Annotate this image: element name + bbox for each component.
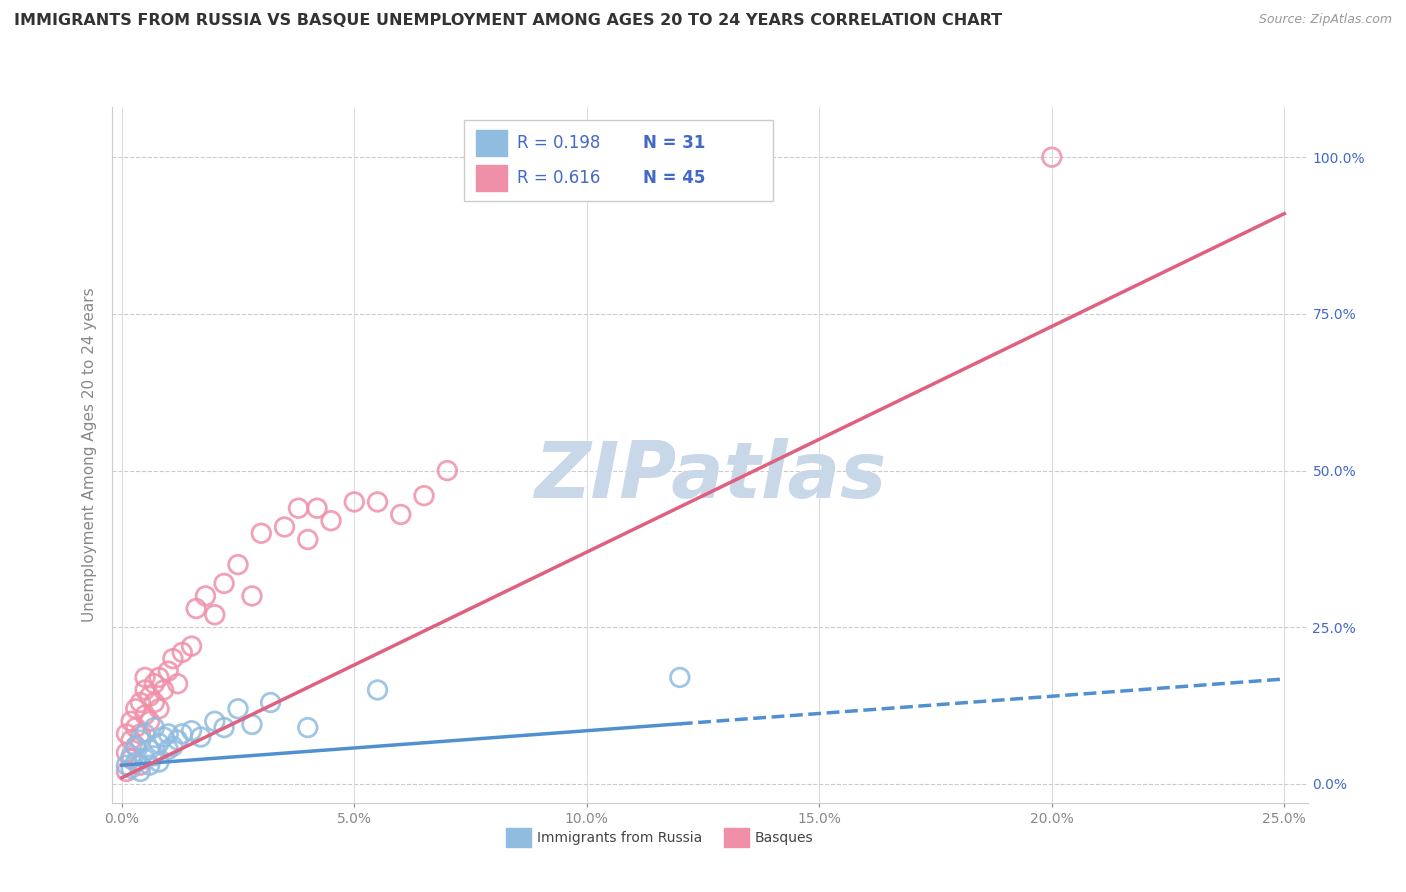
Point	[129, 727, 152, 741]
Point	[152, 683, 174, 698]
Point	[367, 495, 389, 509]
Point	[125, 702, 148, 716]
FancyBboxPatch shape	[464, 120, 773, 201]
Point	[297, 533, 319, 547]
Point	[436, 464, 458, 478]
Point	[212, 721, 235, 735]
Point	[143, 696, 166, 710]
Point	[1040, 150, 1063, 164]
Point	[120, 748, 142, 763]
Text: R = 0.616: R = 0.616	[516, 169, 600, 187]
Point	[259, 696, 281, 710]
Point	[138, 742, 160, 756]
Point	[125, 739, 148, 754]
Point	[120, 761, 142, 775]
Point	[307, 501, 329, 516]
Point	[120, 714, 142, 729]
Text: N = 45: N = 45	[644, 169, 706, 187]
Point	[148, 755, 170, 769]
Point	[240, 717, 263, 731]
Point	[129, 758, 152, 772]
Point	[152, 730, 174, 744]
Point	[186, 601, 208, 615]
Point	[204, 607, 226, 622]
Y-axis label: Unemployment Among Ages 20 to 24 years: Unemployment Among Ages 20 to 24 years	[82, 287, 97, 623]
Point	[129, 733, 152, 747]
Point	[134, 683, 156, 698]
Point	[143, 748, 166, 763]
Point	[204, 714, 226, 729]
Point	[148, 702, 170, 716]
Text: N = 31: N = 31	[644, 134, 706, 152]
Point	[138, 714, 160, 729]
Point	[226, 702, 249, 716]
Point	[389, 508, 412, 522]
Point	[166, 733, 188, 747]
Text: Source: ZipAtlas.com: Source: ZipAtlas.com	[1258, 13, 1392, 27]
Point	[287, 501, 309, 516]
Point	[115, 727, 138, 741]
Point	[669, 670, 692, 684]
Point	[343, 495, 366, 509]
Point	[157, 664, 180, 678]
Point	[129, 696, 152, 710]
Bar	[477, 165, 508, 191]
Point	[115, 758, 138, 772]
Point	[120, 733, 142, 747]
Point	[115, 746, 138, 760]
Point	[148, 670, 170, 684]
Point	[129, 764, 152, 779]
Point	[125, 721, 148, 735]
Point	[240, 589, 263, 603]
Point	[194, 589, 217, 603]
Point	[273, 520, 295, 534]
Text: Immigrants from Russia: Immigrants from Russia	[537, 830, 703, 845]
Point	[125, 739, 148, 754]
Bar	[477, 130, 508, 156]
Point	[157, 727, 180, 741]
Point	[250, 526, 273, 541]
Point	[172, 645, 194, 659]
Text: IMMIGRANTS FROM RUSSIA VS BASQUE UNEMPLOYMENT AMONG AGES 20 TO 24 YEARS CORRELAT: IMMIGRANTS FROM RUSSIA VS BASQUE UNEMPLO…	[14, 13, 1002, 29]
Point	[162, 739, 184, 754]
Text: Basques: Basques	[755, 830, 814, 845]
Point	[157, 742, 180, 756]
Point	[134, 727, 156, 741]
Point	[413, 489, 436, 503]
Point	[125, 755, 148, 769]
Text: R = 0.198: R = 0.198	[516, 134, 600, 152]
Point	[367, 683, 389, 698]
Point	[297, 721, 319, 735]
Point	[120, 752, 142, 766]
Point	[134, 670, 156, 684]
Point	[162, 651, 184, 665]
Point	[138, 690, 160, 704]
Point	[134, 752, 156, 766]
Point	[190, 730, 212, 744]
Point	[166, 676, 188, 690]
Point	[134, 708, 156, 723]
Point	[180, 639, 202, 653]
Point	[319, 514, 342, 528]
Point	[212, 576, 235, 591]
Point	[226, 558, 249, 572]
Point	[138, 758, 160, 772]
Point	[180, 723, 202, 738]
Point	[172, 727, 194, 741]
Point	[148, 736, 170, 750]
Point	[143, 721, 166, 735]
Point	[143, 676, 166, 690]
Text: ZIPatlas: ZIPatlas	[534, 438, 886, 514]
Point	[115, 764, 138, 779]
